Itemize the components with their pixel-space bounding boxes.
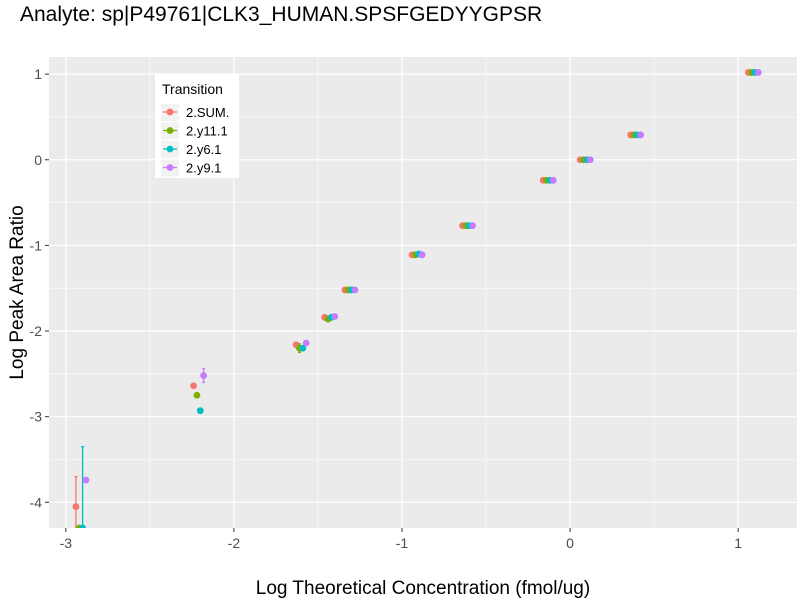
y-axis-title: Log Peak Area Ratio (7, 205, 28, 379)
data-point (79, 524, 87, 528)
legend-item: 2.y9.1 (161, 159, 221, 177)
data-point (82, 476, 90, 484)
legend-label: 2.y6.1 (186, 142, 221, 157)
legend-label: 2.y9.1 (186, 161, 221, 176)
data-point (299, 344, 307, 352)
x-tick-label: 0 (566, 535, 574, 551)
data-point (418, 251, 426, 259)
x-tick-label: -2 (228, 535, 241, 551)
data-point (200, 372, 208, 379)
series-2.y9.1 (82, 69, 762, 484)
legend-key-point (166, 145, 174, 153)
legend-item: 2.SUM. (161, 104, 229, 121)
data-point (196, 407, 204, 415)
x-tick-label: -1 (396, 535, 409, 551)
data-point (351, 286, 359, 294)
data-point (549, 176, 557, 184)
x-tick-label: -3 (60, 535, 73, 551)
legend-key-point (166, 164, 174, 171)
data-point (469, 222, 476, 230)
data-point (637, 131, 645, 139)
axes: -3 -2 -1 0 1 -4 -3 -2 -1 0 1 (30, 66, 743, 551)
legend-title: Transition (162, 81, 223, 97)
y-tick-label: -4 (30, 494, 43, 510)
legend-item: 2.y6.1 (161, 141, 221, 158)
data-marks (72, 69, 762, 528)
chart-title: Analyte: sp|P49761|CLK3_HUMAN.SPSFGEDYYG… (20, 3, 543, 26)
y-tick-label: 1 (34, 66, 42, 82)
data-point (302, 339, 310, 347)
y-tick-label: -3 (30, 409, 43, 425)
y-tick-label: -2 (30, 323, 43, 339)
legend-item: 2.y11.1 (161, 122, 228, 140)
x-axis-title: Log Theoretical Concentration (fmol/ug) (256, 578, 590, 599)
legend-label: 2.SUM. (186, 105, 229, 120)
data-point (586, 156, 594, 164)
y-tick-label: 0 (34, 152, 42, 168)
x-tick-label: 1 (734, 535, 742, 551)
legend-key-point (166, 108, 174, 116)
data-point (331, 313, 339, 320)
y-tick-label: -1 (30, 237, 43, 253)
data-point (72, 503, 80, 510)
legend: Transition 2.SUM. 2.y11.1 2.y6.1 2.y9.1 (155, 74, 239, 178)
legend-label: 2.y11.1 (186, 124, 228, 139)
data-point (754, 69, 762, 76)
legend-key-point (166, 127, 174, 134)
data-point (190, 382, 197, 390)
data-point (193, 391, 201, 399)
